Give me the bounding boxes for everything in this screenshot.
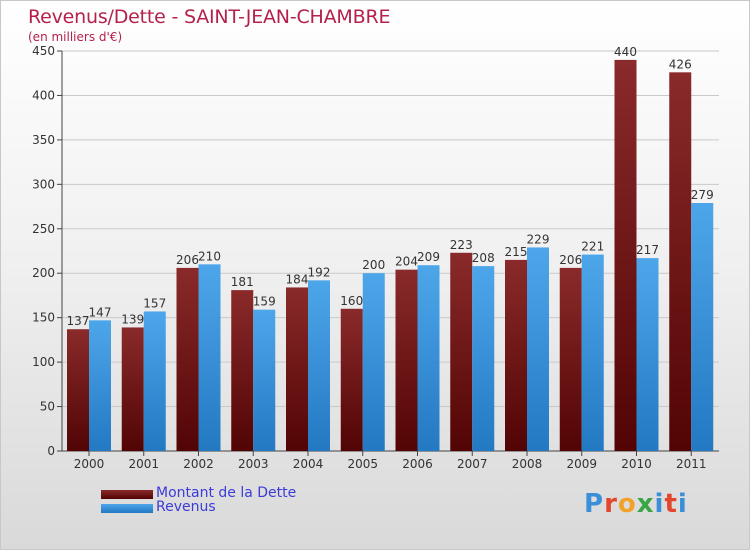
y-tick-label: 150 — [32, 311, 55, 325]
data-label-dette-2001: 139 — [121, 312, 144, 326]
y-tick-label: 100 — [32, 355, 55, 369]
data-label-dette-2011: 426 — [669, 57, 692, 71]
bar-dette-2003 — [231, 290, 254, 451]
data-label-dette-2003: 181 — [231, 275, 254, 289]
x-tick-label: 2003 — [238, 457, 269, 471]
bar-dette-2005 — [340, 308, 363, 451]
bar-revenus-2009 — [581, 254, 604, 451]
bar-revenus-2001 — [143, 311, 166, 451]
bar-dette-2004 — [286, 287, 308, 451]
data-label-revenus-2008: 229 — [527, 232, 550, 246]
bar-dette-2002 — [176, 267, 199, 451]
y-tick-label: 350 — [32, 133, 55, 147]
x-tick-label: 2005 — [347, 457, 378, 471]
data-label-dette-2000: 137 — [67, 314, 90, 328]
data-label-dette-2005: 160 — [340, 294, 363, 308]
bars — [67, 59, 714, 452]
bar-revenus-2010 — [636, 258, 659, 451]
bar-revenus-2007 — [472, 266, 495, 451]
x-tick-label: 2004 — [293, 457, 324, 471]
bar-dette-2009 — [559, 267, 582, 451]
y-tick-label: 300 — [32, 177, 55, 191]
y-tick-label: 50 — [40, 400, 55, 414]
chart-title: Revenus/Dette - SAINT-JEAN-CHAMBRE — [28, 6, 391, 28]
x-tick-label: 2008 — [512, 457, 543, 471]
x-tick-label: 2010 — [621, 457, 652, 471]
data-label-revenus-2006: 209 — [417, 250, 440, 264]
y-tick-label: 0 — [47, 444, 55, 458]
bar-dette-2010 — [614, 59, 637, 452]
data-label-dette-2007: 223 — [450, 238, 473, 252]
data-label-revenus-2000: 147 — [89, 305, 112, 319]
bar-dette-2001 — [121, 327, 144, 451]
logo-letter: r — [604, 489, 618, 519]
x-tick-label: 2000 — [74, 457, 105, 471]
y-tick-label: 450 — [32, 44, 55, 58]
bar-revenus-2005 — [362, 273, 385, 451]
data-label-dette-2002: 206 — [176, 253, 199, 267]
logo-letter: x — [636, 489, 655, 519]
data-label-revenus-2002: 210 — [198, 249, 221, 263]
x-tick-label: 2002 — [183, 457, 214, 471]
legend-label-revenus: Revenus — [156, 499, 216, 515]
data-label-revenus-2009: 221 — [581, 240, 604, 254]
data-label-dette-2004: 184 — [286, 272, 309, 286]
x-tick-label: 2011 — [676, 457, 707, 471]
legend-swatch-revenus — [101, 504, 153, 513]
bar-revenus-2008 — [527, 247, 549, 451]
y-tick-label: 400 — [32, 88, 55, 102]
bar-dette-2011 — [669, 72, 692, 451]
grid-lines — [62, 50, 719, 408]
data-label-revenus-2001: 157 — [143, 296, 166, 310]
legend-label-dette: Montant de la Dette — [156, 485, 297, 501]
bar-revenus-2000 — [89, 320, 111, 451]
bar-dette-2007 — [450, 252, 473, 451]
data-label-dette-2006: 204 — [395, 255, 418, 269]
x-tick-label: 2009 — [566, 457, 597, 471]
x-tick-label: 2007 — [457, 457, 488, 471]
proxiti-logo: Proxiti — [584, 489, 688, 519]
logo-letter: i — [654, 489, 665, 519]
y-tick-label: 250 — [32, 222, 55, 236]
data-label-revenus-2010: 217 — [636, 243, 659, 257]
x-tick-label: 2006 — [402, 457, 433, 471]
logo-letter: i — [677, 489, 688, 519]
bar-revenus-2011 — [691, 203, 714, 451]
data-label-dette-2009: 206 — [559, 253, 582, 267]
data-label-dette-2010: 440 — [614, 45, 637, 59]
data-label-revenus-2011: 279 — [691, 188, 714, 202]
logo-letter: P — [584, 489, 605, 519]
logo-letter: t — [664, 489, 678, 519]
data-label-dette-2008: 215 — [505, 245, 528, 259]
legend-swatch-dette — [101, 490, 153, 499]
bar-dette-2000 — [67, 329, 89, 451]
y-tick-label: 200 — [32, 266, 55, 280]
bar-revenus-2002 — [198, 264, 221, 451]
chart-subtitle: (en milliers d'€) — [28, 30, 123, 44]
logo-letter: o — [617, 489, 637, 519]
data-label-revenus-2005: 200 — [362, 258, 385, 272]
bar-revenus-2006 — [417, 265, 440, 451]
data-label-revenus-2007: 208 — [472, 251, 495, 265]
bar-dette-2006 — [395, 269, 418, 451]
bar-revenus-2004 — [308, 280, 330, 451]
bar-revenus-2003 — [253, 309, 276, 451]
x-tick-label: 2001 — [128, 457, 159, 471]
data-label-revenus-2003: 159 — [253, 295, 276, 309]
data-label-revenus-2004: 192 — [308, 265, 331, 279]
bar-dette-2008 — [505, 259, 527, 451]
